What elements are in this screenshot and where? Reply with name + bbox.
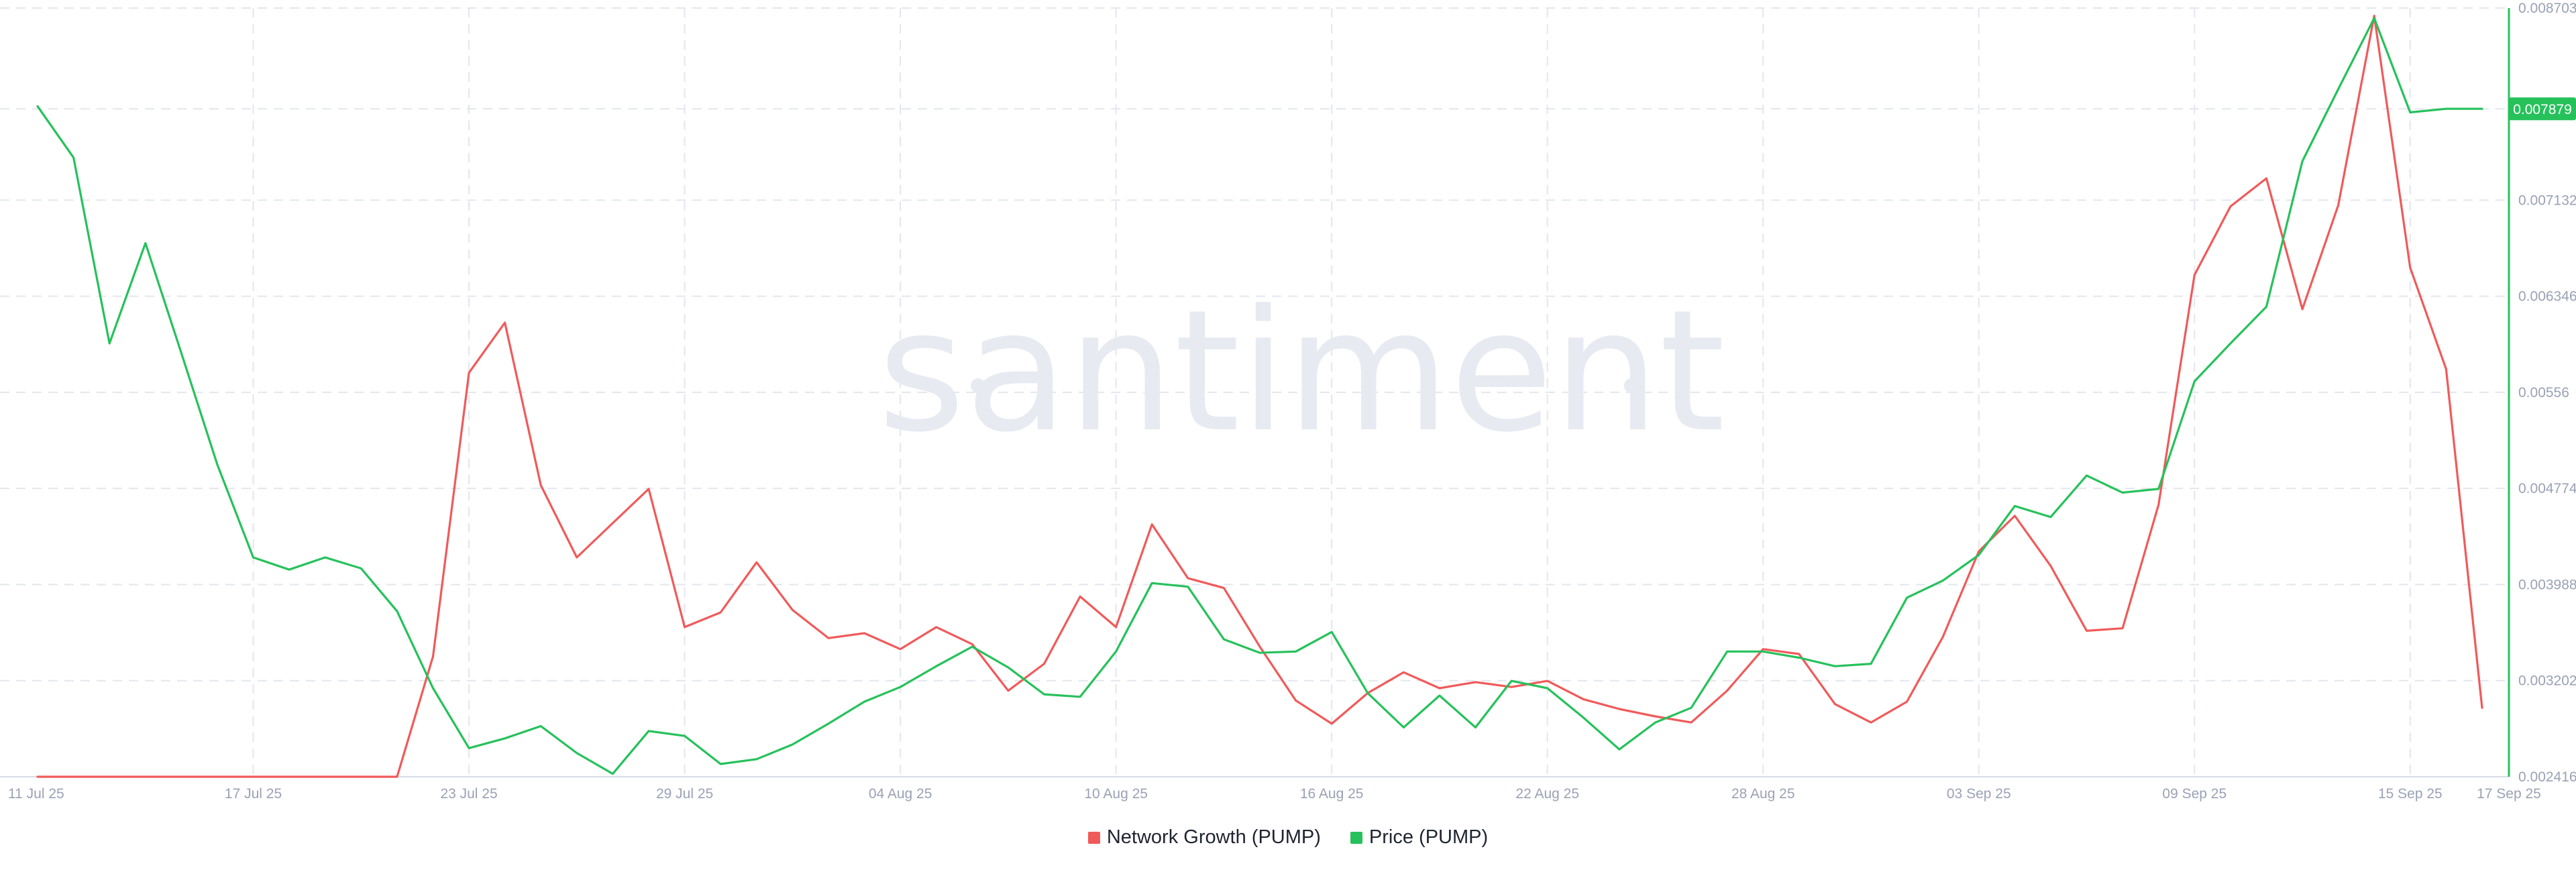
legend-item-price[interactable]: Price (PUMP) (1350, 826, 1488, 849)
last-value-badge: 0.007879 (2509, 97, 2576, 121)
santiment-watermark: santiment (877, 274, 1725, 469)
x-tick-label: 29 Jul 25 (656, 786, 713, 802)
legend-item-network-growth[interactable]: Network Growth (PUMP) (1087, 826, 1321, 849)
legend-label-network-growth: Network Growth (PUMP) (1106, 826, 1321, 848)
x-tick-label: 28 Aug 25 (1731, 786, 1795, 802)
x-tick-label: 22 Aug 25 (1515, 786, 1579, 802)
x-tick-label: 17 Sep 25 (2477, 786, 2541, 802)
price-line (36, 17, 2483, 775)
y-tick-label: 0.00556 (2518, 385, 2569, 400)
y-tick-label: 0.008703 (2518, 1, 2576, 16)
price-badge-text: 0.007879 (2513, 102, 2572, 117)
network-growth-swatch (1087, 831, 1100, 844)
x-tick-label: 17 Jul 25 (225, 786, 282, 802)
price-badge-bg (2509, 97, 2576, 121)
y-tick-label: 0.003988 (2518, 577, 2576, 592)
x-tick-label: 16 Aug 25 (1300, 786, 1364, 802)
x-tick-label: 03 Sep 25 (1947, 786, 2011, 802)
x-tick-label: 10 Aug 25 (1084, 786, 1148, 802)
series (36, 14, 2483, 778)
x-tick-label: 23 Jul 25 (440, 786, 497, 802)
legend: Network Growth (PUMP) Price (PUMP) (0, 826, 2576, 849)
y-tick-label: 0.006346 (2518, 289, 2576, 305)
watermark-text: santiment (877, 274, 1725, 469)
y-tick-label: 0.007132 (2518, 193, 2576, 208)
y-tick-label: 0.002416 (2518, 769, 2576, 785)
y-tick-label: 0.003202 (2518, 673, 2576, 689)
x-tick-label: 04 Aug 25 (869, 786, 932, 802)
price-swatch (1350, 831, 1362, 844)
y-tick-label: 0.004774 (2518, 481, 2576, 496)
x-tick-label: 09 Sep 25 (2162, 786, 2226, 802)
network-growth-line (36, 14, 2483, 778)
legend-label-price: Price (PUMP) (1368, 826, 1489, 848)
x-tick-label: 11 Jul 25 (8, 786, 64, 802)
axes: 0.008703 0.007879 0.007132 0.006346 0.00556 0… (0, 1, 2576, 802)
watermark-dot-left (971, 378, 985, 393)
x-tick-label: 15 Sep 25 (2378, 786, 2443, 802)
watermark-dot-right (1624, 378, 1639, 393)
